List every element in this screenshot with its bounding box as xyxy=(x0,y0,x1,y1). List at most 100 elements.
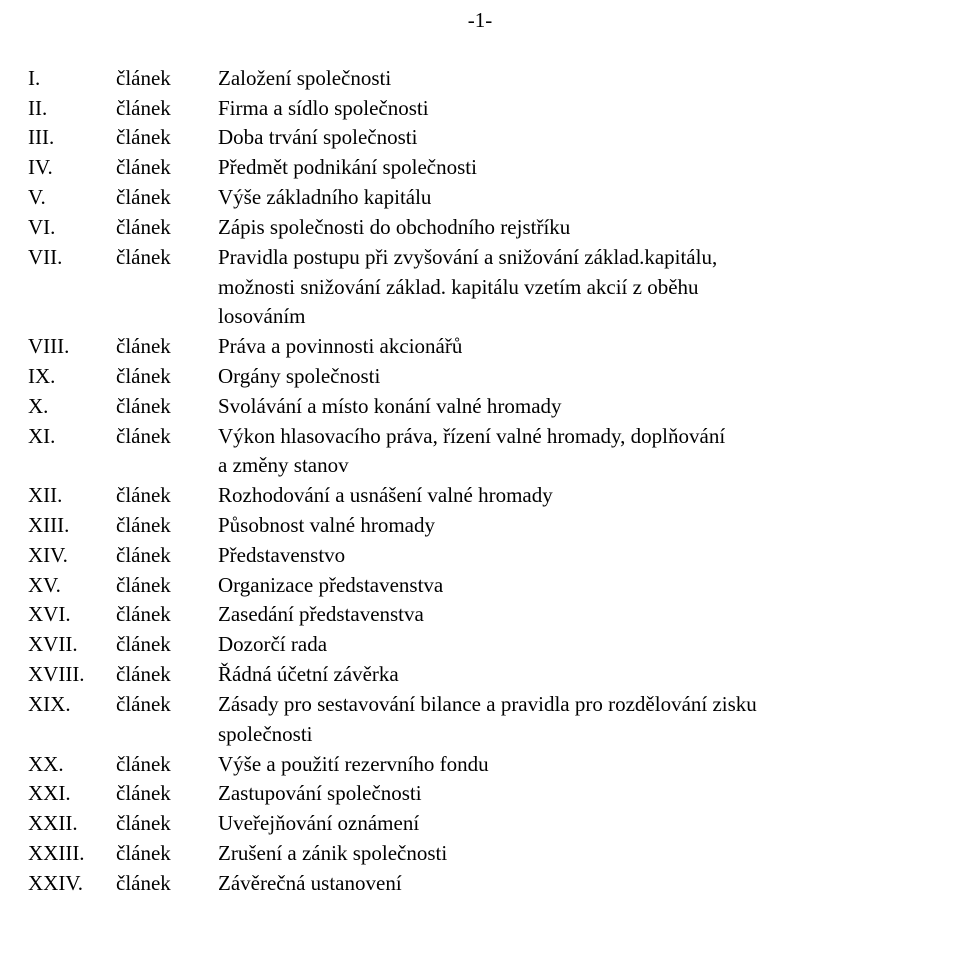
entry-title: Zásady pro sestavování bilance a pravidl… xyxy=(218,690,960,720)
entry-label: článek xyxy=(116,213,218,243)
toc-entry: XIX.článekZásady pro sestavování bilance… xyxy=(28,690,960,720)
entry-label: článek xyxy=(116,750,218,780)
entry-roman: VI. xyxy=(28,213,116,243)
toc-entry: IV.článekPředmět podnikání společnosti xyxy=(28,153,960,183)
toc-entry: XXII.článek Uveřejňování oznámení xyxy=(28,809,960,839)
entry-roman: XIV. xyxy=(28,541,116,571)
toc-entry: X.článekSvolávání a místo konání valné h… xyxy=(28,392,960,422)
entry-title: Výkon hlasovacího práva, řízení valné hr… xyxy=(218,422,960,452)
entry-roman: VII. xyxy=(28,243,116,273)
entry-roman: IX. xyxy=(28,362,116,392)
entry-label: článek xyxy=(116,183,218,213)
toc-entry: XVII.článekDozorčí rada xyxy=(28,630,960,660)
entry-title: Organizace představenstva xyxy=(218,571,960,601)
entry-title: Dozorčí rada xyxy=(218,630,960,660)
toc-entry: XVIII.článekŘádná účetní závěrka xyxy=(28,660,960,690)
toc-entry: XI.článekVýkon hlasovacího práva, řízení… xyxy=(28,422,960,452)
entry-label: článek xyxy=(116,690,218,720)
entry-label: článek xyxy=(116,64,218,94)
entry-title: Působnost valné hromady xyxy=(218,511,960,541)
entry-label: článek xyxy=(116,809,218,839)
entry-roman: VIII. xyxy=(28,332,116,362)
entry-roman: XV. xyxy=(28,571,116,601)
entry-label: článek xyxy=(116,332,218,362)
toc-entry: VII.článekPravidla postupu při zvyšování… xyxy=(28,243,960,273)
entry-title: Předmět podnikání společnosti xyxy=(218,153,960,183)
entry-title: Svolávání a místo konání valné hromady xyxy=(218,392,960,422)
entry-roman: XXI. xyxy=(28,779,116,809)
toc-entry: XX.článekVýše a použití rezervního fondu xyxy=(28,750,960,780)
entry-roman: XXIV. xyxy=(28,869,116,899)
entry-title: Uveřejňování oznámení xyxy=(218,809,960,839)
toc-entry: IX.článekOrgány společnosti xyxy=(28,362,960,392)
entry-roman: XII. xyxy=(28,481,116,511)
entry-label: článek xyxy=(116,839,218,869)
entry-label: článek xyxy=(116,660,218,690)
entry-title: Zrušení a zánik společnosti xyxy=(218,839,960,869)
entry-label: článek xyxy=(116,571,218,601)
toc-entry: XII.článekRozhodování a usnášení valné h… xyxy=(28,481,960,511)
entry-title: Doba trvání společnosti xyxy=(218,123,960,153)
entry-title: Zastupování společnosti xyxy=(218,779,960,809)
entry-roman: X. xyxy=(28,392,116,422)
toc-entry: V.článekVýše základního kapitálu xyxy=(28,183,960,213)
toc-entry: XXIV.článek Závěrečná ustanovení xyxy=(28,869,960,899)
toc-entry: XV.článekOrganizace představenstva xyxy=(28,571,960,601)
entry-label: článek xyxy=(116,153,218,183)
entry-title-continuation: a změny stanov xyxy=(218,451,960,481)
toc-entry: VIII.článekPráva a povinnosti akcionářů xyxy=(28,332,960,362)
entry-title-continuation: losováním xyxy=(218,302,960,332)
entry-label: článek xyxy=(116,362,218,392)
entry-roman: XX. xyxy=(28,750,116,780)
toc-entry: VI.článekZápis společnosti do obchodního… xyxy=(28,213,960,243)
table-of-contents: I.článekZaložení společnostiII.článekFir… xyxy=(0,64,960,899)
entry-label: článek xyxy=(116,541,218,571)
entry-title: Pravidla postupu při zvyšování a snižová… xyxy=(218,243,960,273)
entry-label: článek xyxy=(116,94,218,124)
toc-entry: II.článekFirma a sídlo společnosti xyxy=(28,94,960,124)
toc-entry: XIV.článekPředstavenstvo xyxy=(28,541,960,571)
entry-label: článek xyxy=(116,422,218,452)
entry-roman: XVIII. xyxy=(28,660,116,690)
entry-label: článek xyxy=(116,481,218,511)
entry-roman: II. xyxy=(28,94,116,124)
entry-label: článek xyxy=(116,511,218,541)
entry-title: Závěrečná ustanovení xyxy=(218,869,960,899)
entry-roman: XI. xyxy=(28,422,116,452)
toc-entry: I.článekZaložení společnosti xyxy=(28,64,960,94)
toc-entry: III.článekDoba trvání společnosti xyxy=(28,123,960,153)
entry-title: Výše a použití rezervního fondu xyxy=(218,750,960,780)
entry-roman: XIX. xyxy=(28,690,116,720)
entry-title: Řádná účetní závěrka xyxy=(218,660,960,690)
entry-label: článek xyxy=(116,779,218,809)
entry-label: článek xyxy=(116,869,218,899)
entry-roman: IV. xyxy=(28,153,116,183)
entry-title: Rozhodování a usnášení valné hromady xyxy=(218,481,960,511)
toc-entry: XIII.článekPůsobnost valné hromady xyxy=(28,511,960,541)
toc-entry: XXI.článekZastupování společnosti xyxy=(28,779,960,809)
entry-label: článek xyxy=(116,630,218,660)
entry-roman: XVII. xyxy=(28,630,116,660)
entry-roman: XXIII. xyxy=(28,839,116,869)
entry-title-continuation: možnosti snižování základ. kapitálu vzet… xyxy=(218,273,960,303)
entry-title: Představenstvo xyxy=(218,541,960,571)
entry-label: článek xyxy=(116,600,218,630)
entry-title-continuation: společnosti xyxy=(218,720,960,750)
entry-roman: XXII. xyxy=(28,809,116,839)
entry-title: Firma a sídlo společnosti xyxy=(218,94,960,124)
entry-label: článek xyxy=(116,392,218,422)
toc-entry: XVI.článekZasedání představenstva xyxy=(28,600,960,630)
entry-roman: I. xyxy=(28,64,116,94)
page-number: -1- xyxy=(0,6,960,36)
entry-roman: V. xyxy=(28,183,116,213)
entry-roman: XIII. xyxy=(28,511,116,541)
entry-label: článek xyxy=(116,123,218,153)
entry-title: Zasedání představenstva xyxy=(218,600,960,630)
entry-title: Orgány společnosti xyxy=(218,362,960,392)
entry-title: Zápis společnosti do obchodního rejstřík… xyxy=(218,213,960,243)
entry-title: Výše základního kapitálu xyxy=(218,183,960,213)
entry-label: článek xyxy=(116,243,218,273)
toc-entry: XXIII.článek Zrušení a zánik společnosti xyxy=(28,839,960,869)
entry-title: Založení společnosti xyxy=(218,64,960,94)
entry-title: Práva a povinnosti akcionářů xyxy=(218,332,960,362)
